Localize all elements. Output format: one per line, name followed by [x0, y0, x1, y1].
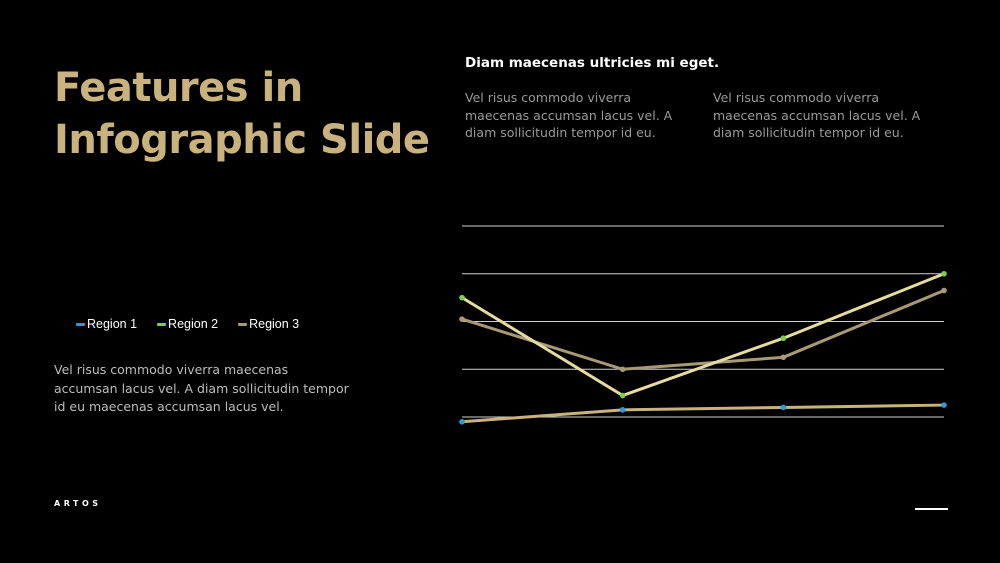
- series-line-region-1: [461, 403, 945, 424]
- data-point-region-3: [941, 287, 947, 294]
- legend-item-region-2: Region 2: [157, 317, 218, 331]
- chart-subtitle: Diam maecenas ultricies mi eget.: [465, 55, 720, 71]
- slide-title: Features in Infographic Slide: [54, 65, 430, 163]
- data-point-region-3: [459, 316, 465, 322]
- legend-swatch-region-2: [157, 322, 167, 326]
- legend-label-region-2: Region 2: [168, 317, 219, 331]
- series-line-region-3: [461, 289, 945, 371]
- decorative-line: [915, 508, 948, 510]
- column-text-2: Vel risus commodo viverra maecenas accum…: [713, 90, 921, 140]
- data-point-region-2: [780, 335, 787, 342]
- brand-logo: ARTOS: [54, 499, 102, 508]
- data-point-region-1: [941, 402, 947, 408]
- legend-swatch-region-3: [238, 322, 248, 326]
- legend-label-region-3: Region 3: [249, 317, 300, 331]
- chart-legend: Region 1 Region 2 Region 3: [76, 317, 299, 331]
- line-chart: [459, 225, 947, 425]
- left-paragraph: Vel risus commodo viverra maecenas accum…: [54, 362, 349, 414]
- data-point-region-2: [459, 294, 465, 301]
- legend-item-region-3: Region 3: [238, 317, 299, 331]
- data-point-region-1: [459, 418, 465, 425]
- data-point-region-3: [619, 366, 626, 373]
- legend-label-region-1: Region 1: [87, 317, 138, 331]
- legend-swatch-region-1: [76, 322, 85, 326]
- data-point-region-3: [780, 354, 787, 361]
- data-point-region-1: [780, 404, 787, 411]
- series-line-region-2: [461, 272, 945, 398]
- data-point-region-2: [941, 270, 947, 277]
- data-point-region-1: [619, 407, 626, 413]
- data-point-region-2: [619, 392, 626, 399]
- column-text-1: Vel risus commodo viverra maecenas accum…: [465, 90, 673, 140]
- legend-item-region-1: Region 1: [76, 317, 137, 331]
